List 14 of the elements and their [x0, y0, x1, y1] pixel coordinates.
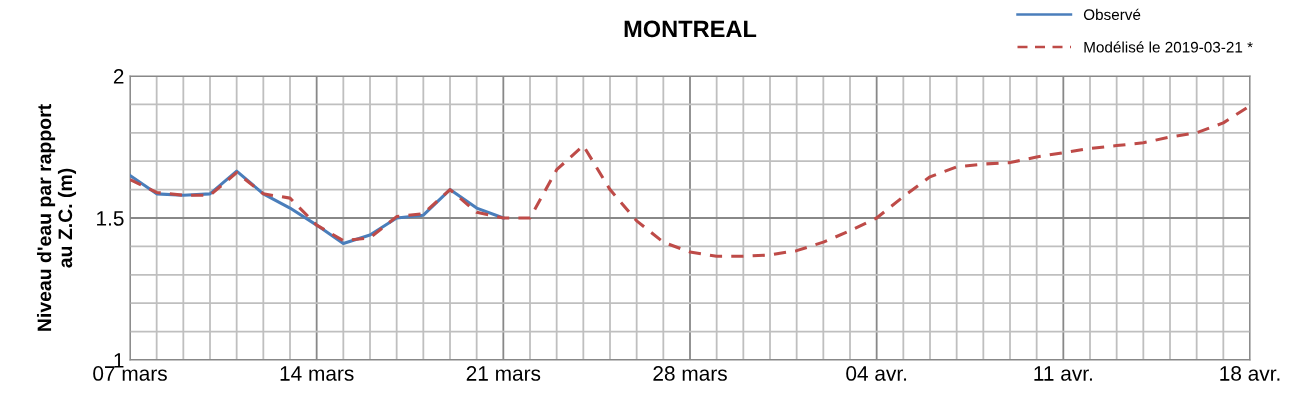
legend-label: Observé [1083, 8, 1141, 21]
x-tick-label: 11 avr. [1034, 366, 1092, 381]
y-tick-label: 1.5 [97, 211, 124, 226]
legend-label: Modélisé le 2019-03-21 * [1084, 41, 1253, 53]
x-tick-label: 21 mars [466, 366, 541, 381]
x-tick-label: 04 avr. [846, 366, 907, 381]
x-tick-label: 28 mars [653, 366, 727, 381]
line-series [130, 104, 1250, 258]
y-tick-label: 1 [114, 353, 124, 368]
x-tick-label: 18 avr. [1220, 366, 1280, 381]
chart-title: MONTREAL [624, 20, 757, 38]
y-axis-title: Niveau d'eau par rapport au Z.C. (m) [36, 104, 77, 331]
x-tick-label: 14 mars [280, 366, 354, 381]
y-tick-label: 2 [113, 69, 124, 84]
